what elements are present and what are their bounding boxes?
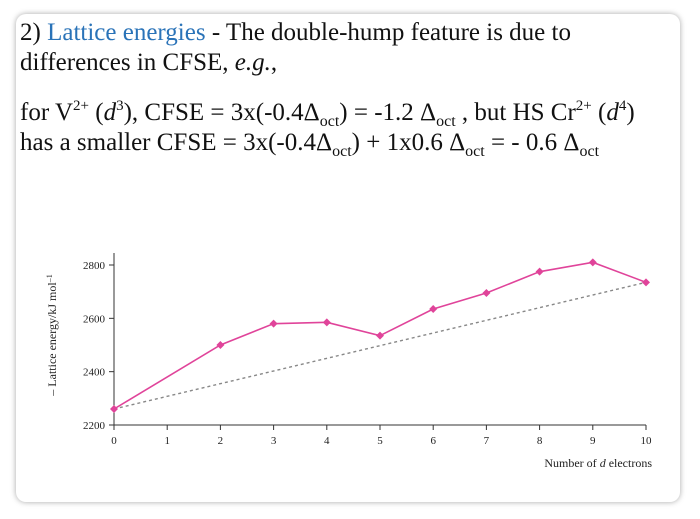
data-point-marker <box>588 258 597 267</box>
expl-sup-3: 2+ <box>575 98 592 114</box>
slide-text: 2) Lattice energies - The double-hump fe… <box>20 18 650 160</box>
expl-sub-1: oct <box>319 113 340 130</box>
expl-text-3: ), CFSE = 3x(-0.4Δ <box>123 99 320 126</box>
x-tick-label: 10 <box>641 435 653 447</box>
y-tick-label: 2400 <box>83 367 106 379</box>
expl-sub-5: oct <box>579 143 600 160</box>
expl-text-7: ) has a smaller CFSE = 3x(-0.4Δ <box>20 99 635 156</box>
data-point-marker <box>376 331 384 340</box>
data-point-marker <box>429 305 438 313</box>
x-tick-label: 1 <box>164 435 170 447</box>
expl-text-9: = - 0.6 Δ <box>484 129 580 156</box>
data-point-marker <box>216 341 225 349</box>
slide-frame <box>16 14 680 502</box>
y-tick-label: 2200 <box>83 420 106 432</box>
data-point-marker <box>269 319 278 328</box>
x-tick-label: 4 <box>324 435 330 447</box>
data-point-marker <box>482 289 491 297</box>
data-point-marker <box>642 278 650 287</box>
data-point-marker <box>535 267 544 276</box>
heading-eg: e.g. <box>234 49 271 76</box>
expl-text-8: ) + 1x0.6 Δ <box>351 129 466 156</box>
y-axis-title: – Lattice energy/kJ mol–1 <box>45 274 59 396</box>
expl-sup-1: 2+ <box>73 98 89 114</box>
y-tick-label: 2600 <box>83 313 106 325</box>
data-point-marker <box>322 318 331 327</box>
expl-d-1: d <box>103 99 117 126</box>
expl-text-1: for V <box>20 99 74 126</box>
x-tick-label: 6 <box>430 435 436 447</box>
heading-comma: , <box>270 49 278 76</box>
x-tick-label: 2 <box>218 435 224 447</box>
expl-d-2: d <box>606 99 619 126</box>
data-layer <box>110 258 650 413</box>
expl-sup-4: 4 <box>618 98 627 114</box>
x-tick-label: 9 <box>590 435 596 447</box>
expl-text-6: ( <box>591 99 607 126</box>
ligand-field-baseline <box>113 281 647 410</box>
axes-layer: 2200 2400 2600 2800 0 1 2 3 4 5 6 7 8 9 10 <box>83 253 652 447</box>
expl-sub-4: oct <box>465 143 485 160</box>
slide-heading: 2) Lattice energies - The double-hump fe… <box>20 18 650 78</box>
y-tick-label: 2800 <box>83 260 106 272</box>
expl-sub-2: oct <box>436 113 456 130</box>
data-point-marker <box>110 405 118 413</box>
x-tick-label: 8 <box>537 435 543 447</box>
expl-sub-3: oct <box>332 143 352 160</box>
x-tick-label: 0 <box>111 435 117 447</box>
x-tick-label: 3 <box>271 435 277 447</box>
expl-text-2: ( <box>88 99 104 126</box>
x-tick-label: 7 <box>484 435 490 447</box>
expl-text-5: , but HS Cr <box>455 99 576 126</box>
expl-text-4: ) = -1.2 Δ <box>339 99 437 126</box>
cfse-explanation: for V2+ (d3), CFSE = 3x(-0.4Δoct) = -1.2… <box>20 98 650 160</box>
expl-sup-2: 3 <box>116 98 124 114</box>
heading-number: 2) <box>20 19 41 46</box>
x-axis-title: Number of d electrons <box>544 456 652 470</box>
lattice-energy-line <box>113 261 647 410</box>
heading-highlight: Lattice energies <box>47 19 206 46</box>
x-tick-label: 5 <box>377 435 383 447</box>
heading-rest: - The double-hump feature is due to diff… <box>20 19 571 76</box>
